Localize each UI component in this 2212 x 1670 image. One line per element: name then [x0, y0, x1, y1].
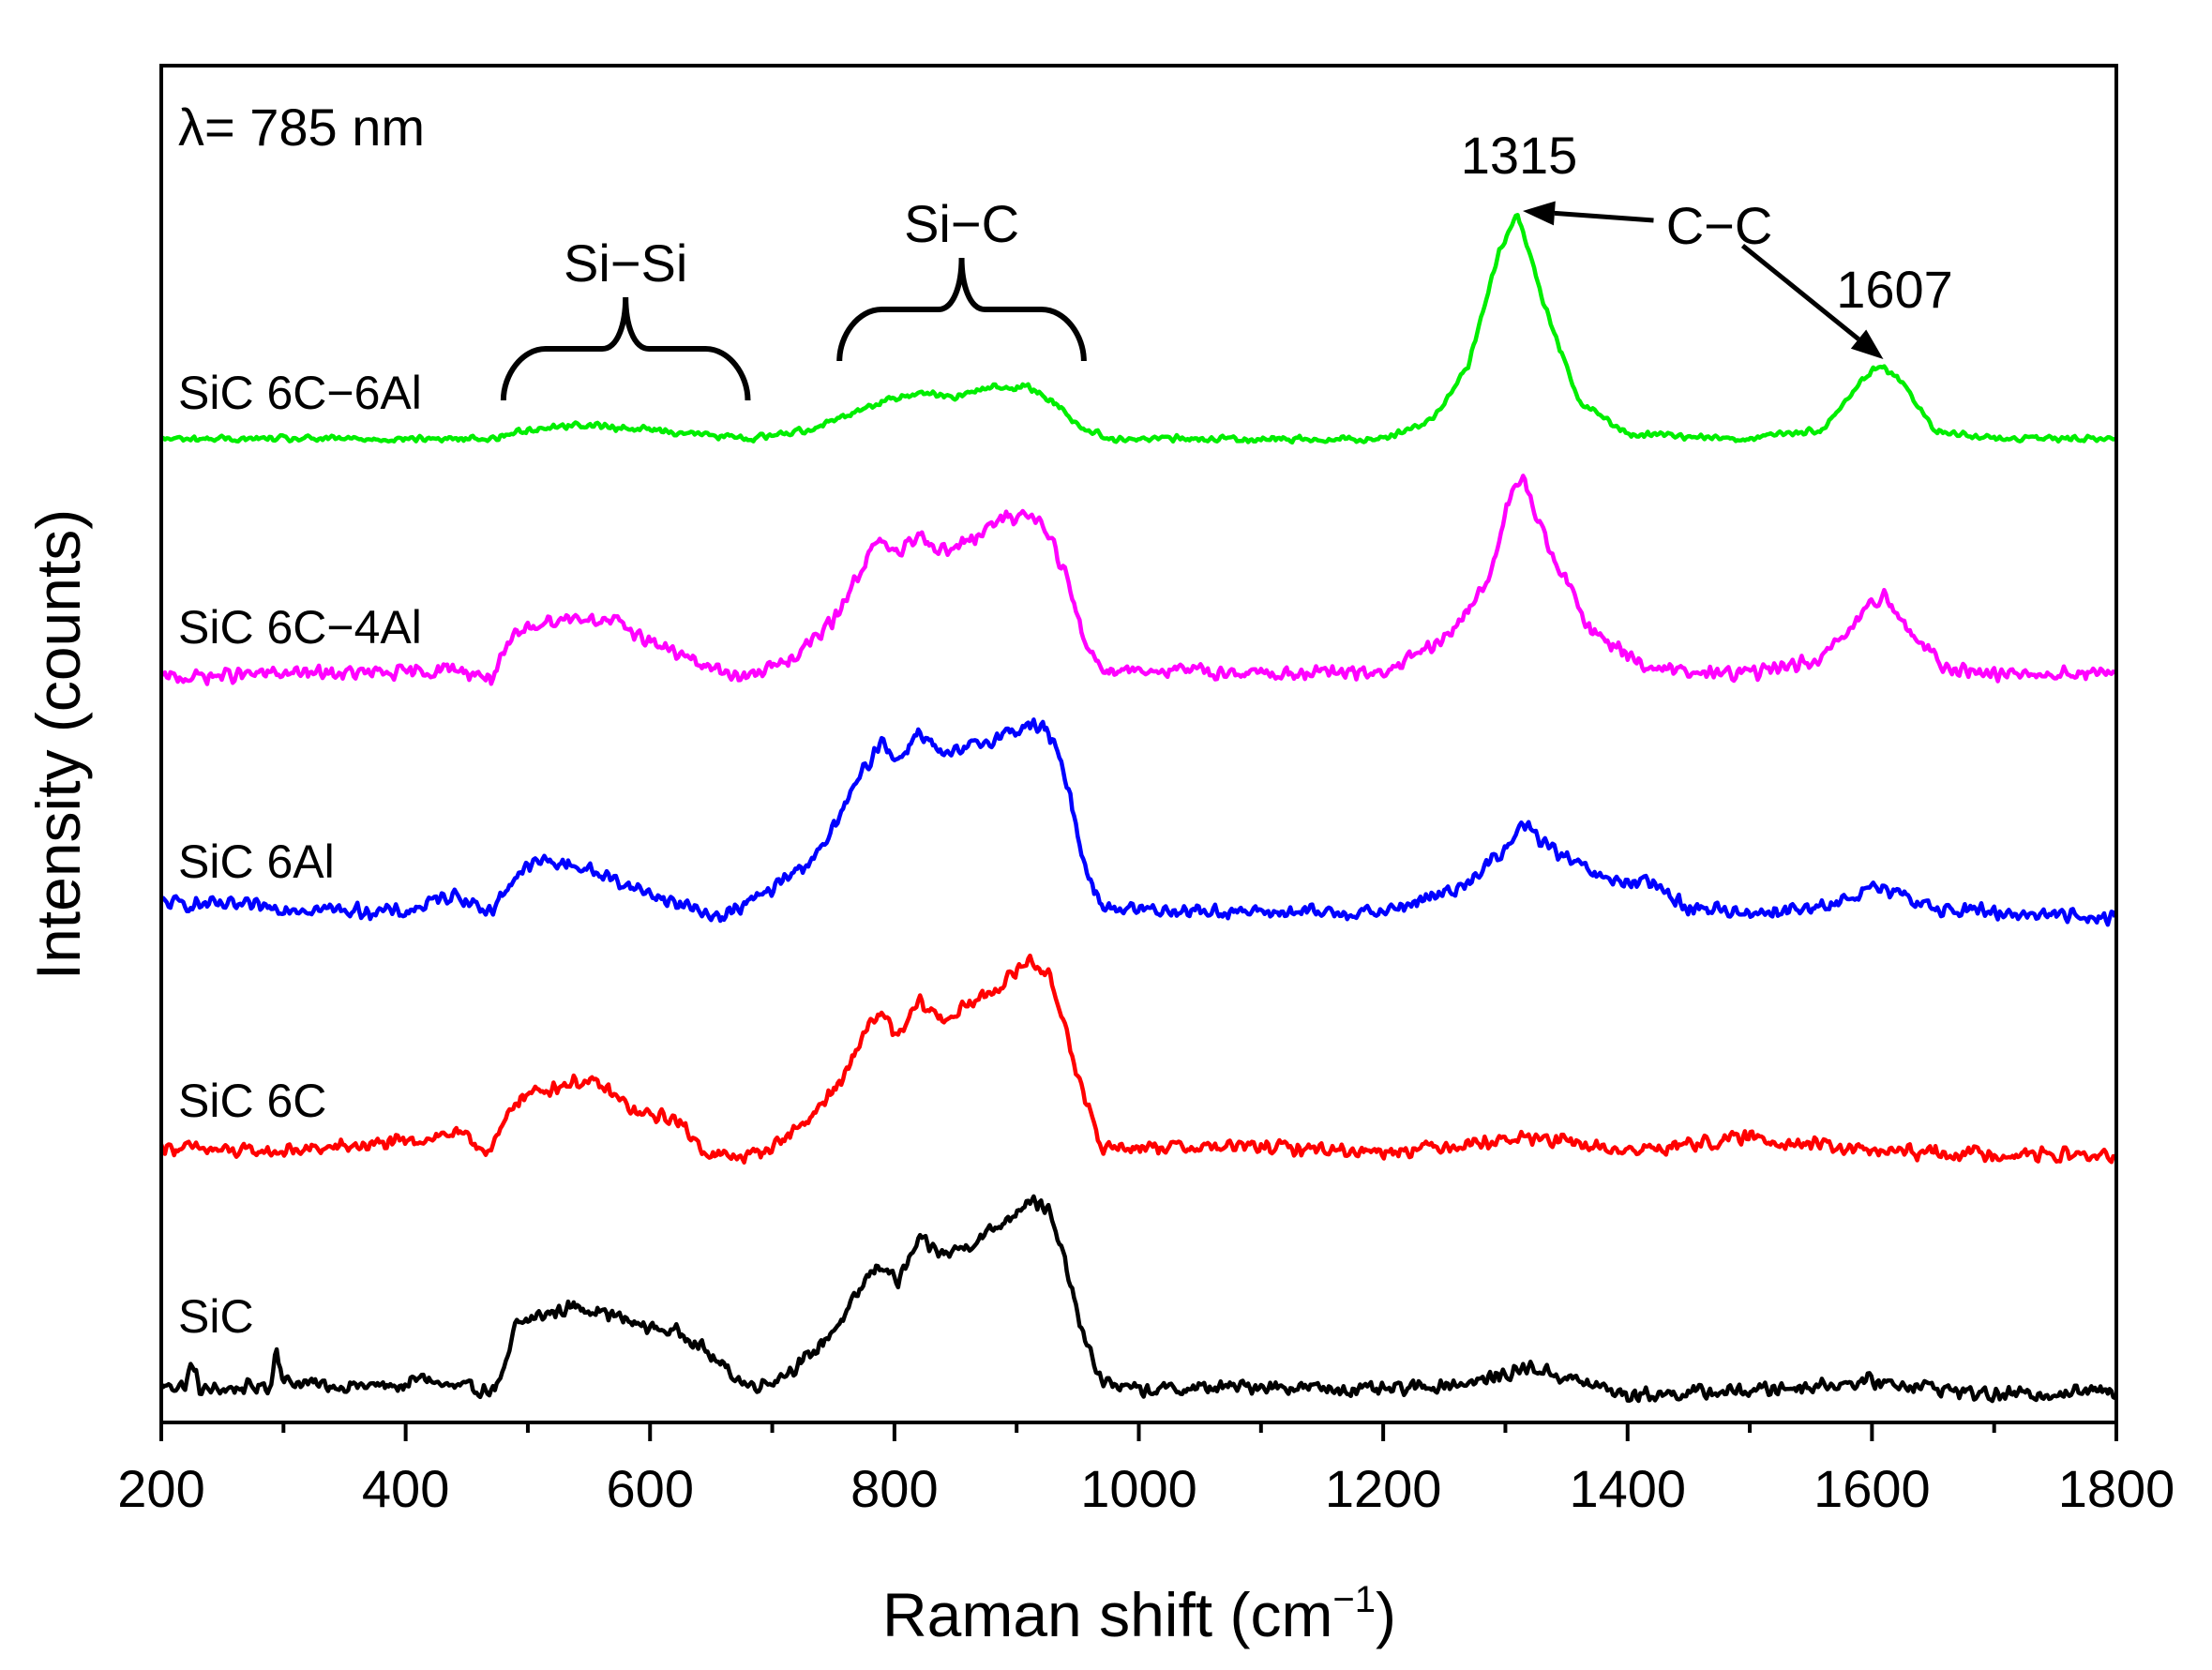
- series-labels: SiC SiC 6C SiC 6Al SiC 6C−4Al SiC 6C−6Al: [178, 367, 422, 1343]
- x-tick-label: 1800: [2058, 1459, 2175, 1518]
- x-tick-label: 1200: [1325, 1459, 1442, 1518]
- x-tick-label: 400: [362, 1459, 449, 1518]
- x-tick-label: 1600: [1813, 1459, 1931, 1518]
- series-line-0: [159, 1194, 2116, 1404]
- series-line-1: [158, 953, 2115, 1165]
- x-tick-label: 600: [607, 1459, 694, 1518]
- series-label: SiC 6C−4Al: [178, 601, 422, 654]
- sisi-bracket: [500, 296, 751, 401]
- peak-1607-label: 1607: [1836, 260, 1953, 319]
- plot-frame: [159, 64, 2118, 1424]
- arrow-to-1315: [1554, 210, 1654, 223]
- series-label: SiC 6C−6Al: [178, 367, 422, 419]
- annotations: λ= 785 nm Si−Si Si−C C−C 1315 1607: [178, 98, 1953, 401]
- series-line-4: [160, 213, 2116, 445]
- y-axis-label: Intensity (counts): [23, 509, 93, 981]
- laser-wavelength-label: λ= 785 nm: [178, 98, 425, 157]
- series-label: SiC 6C: [178, 1075, 326, 1127]
- x-axis-label: Raman shift (cm−1): [882, 1579, 1396, 1649]
- peak-1315-label: 1315: [1461, 126, 1578, 185]
- series-label: SiC 6Al: [178, 835, 335, 888]
- series-line-2: [159, 717, 2117, 927]
- x-tick-label: 800: [850, 1459, 938, 1518]
- x-tick-label: 200: [117, 1459, 204, 1518]
- series-line-3: [160, 474, 2117, 686]
- series-label: SiC: [178, 1290, 254, 1343]
- sic-label: Si−C: [904, 194, 1019, 253]
- x-tick-label: 1000: [1080, 1459, 1197, 1518]
- arrow-to-1607: [1740, 244, 1860, 341]
- sic-bracket: [836, 257, 1087, 362]
- arrow-to-1607-head: [1850, 329, 1884, 359]
- x-tick-label: 1400: [1569, 1459, 1686, 1518]
- arrow-to-1315-head: [1522, 201, 1556, 226]
- cc-bond-label: C−C: [1666, 196, 1773, 255]
- x-axis-ticks: 200 400 600 800 1000 1200 1400 1600 1800: [117, 1422, 2174, 1518]
- series-traces: [158, 213, 2117, 1404]
- sisi-label: Si−Si: [564, 233, 687, 293]
